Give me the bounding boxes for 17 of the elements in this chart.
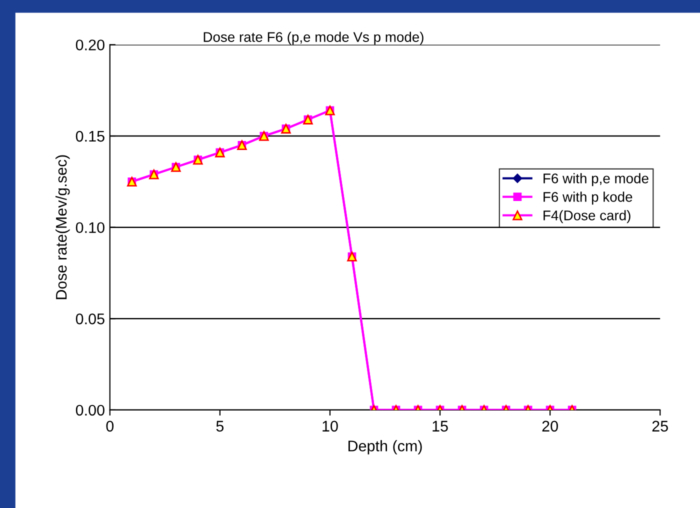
x-tick-label: 10 xyxy=(322,420,338,432)
y-tick-label: 0.00 xyxy=(76,404,104,416)
x-tick-label: 0 xyxy=(106,420,114,432)
y-tick-label: 0.10 xyxy=(76,222,104,234)
y-tick-label: 0.20 xyxy=(76,40,104,50)
chart-title: Dose rate F6 (p,e mode Vs p mode) xyxy=(204,32,424,45)
y-tick-label: 0.05 xyxy=(76,314,104,324)
legend-label: F6 with p,e mode xyxy=(544,173,648,186)
x-tick-label: 20 xyxy=(542,420,558,432)
x-tick-label: 5 xyxy=(216,420,224,432)
legend-label: F4(Dose card) xyxy=(544,210,630,224)
x-tick-label: 25 xyxy=(652,420,668,432)
x-axis-title: Depth (cm) xyxy=(348,440,422,454)
y-tick-label: 0.15 xyxy=(76,130,104,142)
x-tick-label: 15 xyxy=(432,420,448,432)
legend-label: F6 with p kode xyxy=(544,192,632,205)
y-axis-title: Dose rate(Mev/g.sec) xyxy=(56,155,70,300)
